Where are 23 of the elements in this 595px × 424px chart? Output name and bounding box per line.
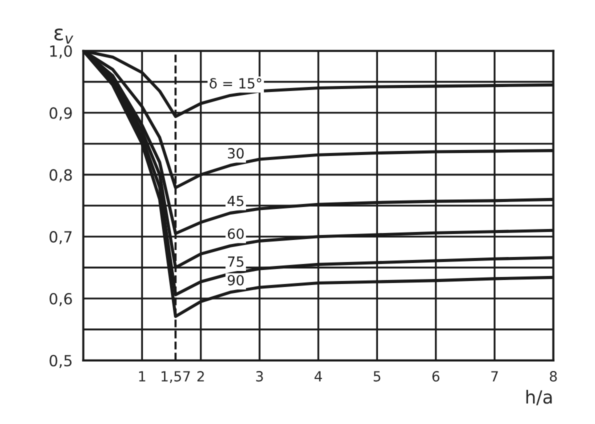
x-tick-label: 6 xyxy=(432,371,440,382)
x-tick-label: 8 xyxy=(550,371,557,382)
x-tick-label: 1,57 xyxy=(162,371,190,383)
series-label: 30 xyxy=(228,148,244,159)
series-label: 90 xyxy=(228,274,244,286)
y-tick-label: 0,9 xyxy=(50,107,72,120)
x-tick-label: 7 xyxy=(491,371,498,382)
x-tick-label: 1 xyxy=(139,371,146,382)
y-tick-label: 0,7 xyxy=(50,231,72,244)
x-axis-title: h/a xyxy=(526,390,552,406)
series-label: 60 xyxy=(228,228,244,240)
y-tick-label: 0,5 xyxy=(50,354,72,368)
x-tick-label: 3 xyxy=(256,371,263,382)
y-axis-title: ε$_{v}$ xyxy=(54,28,74,44)
y-tick-label: 1,0 xyxy=(50,45,72,58)
x-tick-label: 2 xyxy=(197,371,204,382)
y-tick-label: 0,6 xyxy=(50,292,72,306)
y-tick-label: 0,8 xyxy=(50,169,72,182)
series-label: 45 xyxy=(228,196,244,206)
series-label: 75 xyxy=(228,256,244,267)
x-tick-label: 5 xyxy=(374,371,380,382)
series-label: δ = 15° xyxy=(210,78,262,89)
x-tick-label: 4 xyxy=(314,371,322,382)
